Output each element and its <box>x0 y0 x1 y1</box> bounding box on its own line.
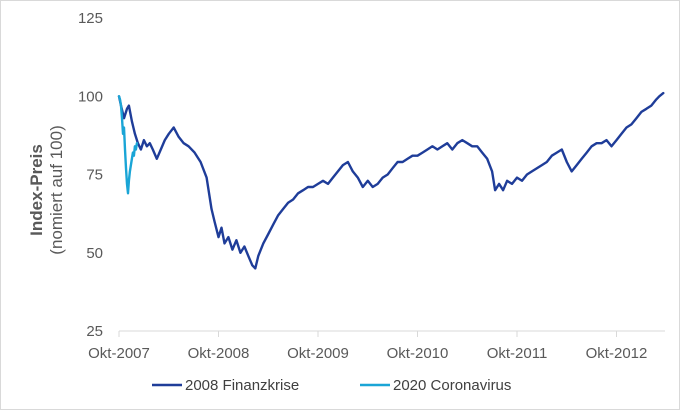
x-tick-label: Okt-2011 <box>487 345 548 362</box>
y-tick-label: 50 <box>86 245 103 262</box>
series-line-coronavirus <box>117 95 139 195</box>
x-axis: Okt-2007 Okt-2008 Okt-2009 Okt-2010 Okt-2011… <box>88 330 665 362</box>
x-tick-label: Okt-2010 <box>387 345 449 362</box>
y-tick-label: 25 <box>86 323 103 340</box>
series-layer <box>117 91 665 270</box>
y-tick-label: 75 <box>86 167 103 184</box>
y-axis-title: Index-Preis <box>27 144 46 236</box>
series-line-finanzkrise <box>117 91 665 270</box>
legend: 2008 Finanzkrise 2020 Coronavirus <box>152 377 511 394</box>
x-tick-label: Okt-2012 <box>586 345 648 362</box>
y-axis-subtitle: (nomiert auf 100) <box>47 125 66 254</box>
y-tick-label: 125 <box>78 10 103 27</box>
legend-label: 2008 Finanzkrise <box>185 377 299 394</box>
x-tick-label: Okt-2007 <box>88 345 150 362</box>
x-tick-label: Okt-2008 <box>188 345 250 362</box>
legend-label: 2020 Coronavirus <box>393 377 511 394</box>
y-axis-ticks: 25 50 75 100 125 <box>78 10 103 340</box>
y-tick-label: 100 <box>78 88 103 105</box>
x-tick-label: Okt-2009 <box>287 345 349 362</box>
y-axis-label: Index-Preis (nomiert auf 100) <box>27 125 66 254</box>
